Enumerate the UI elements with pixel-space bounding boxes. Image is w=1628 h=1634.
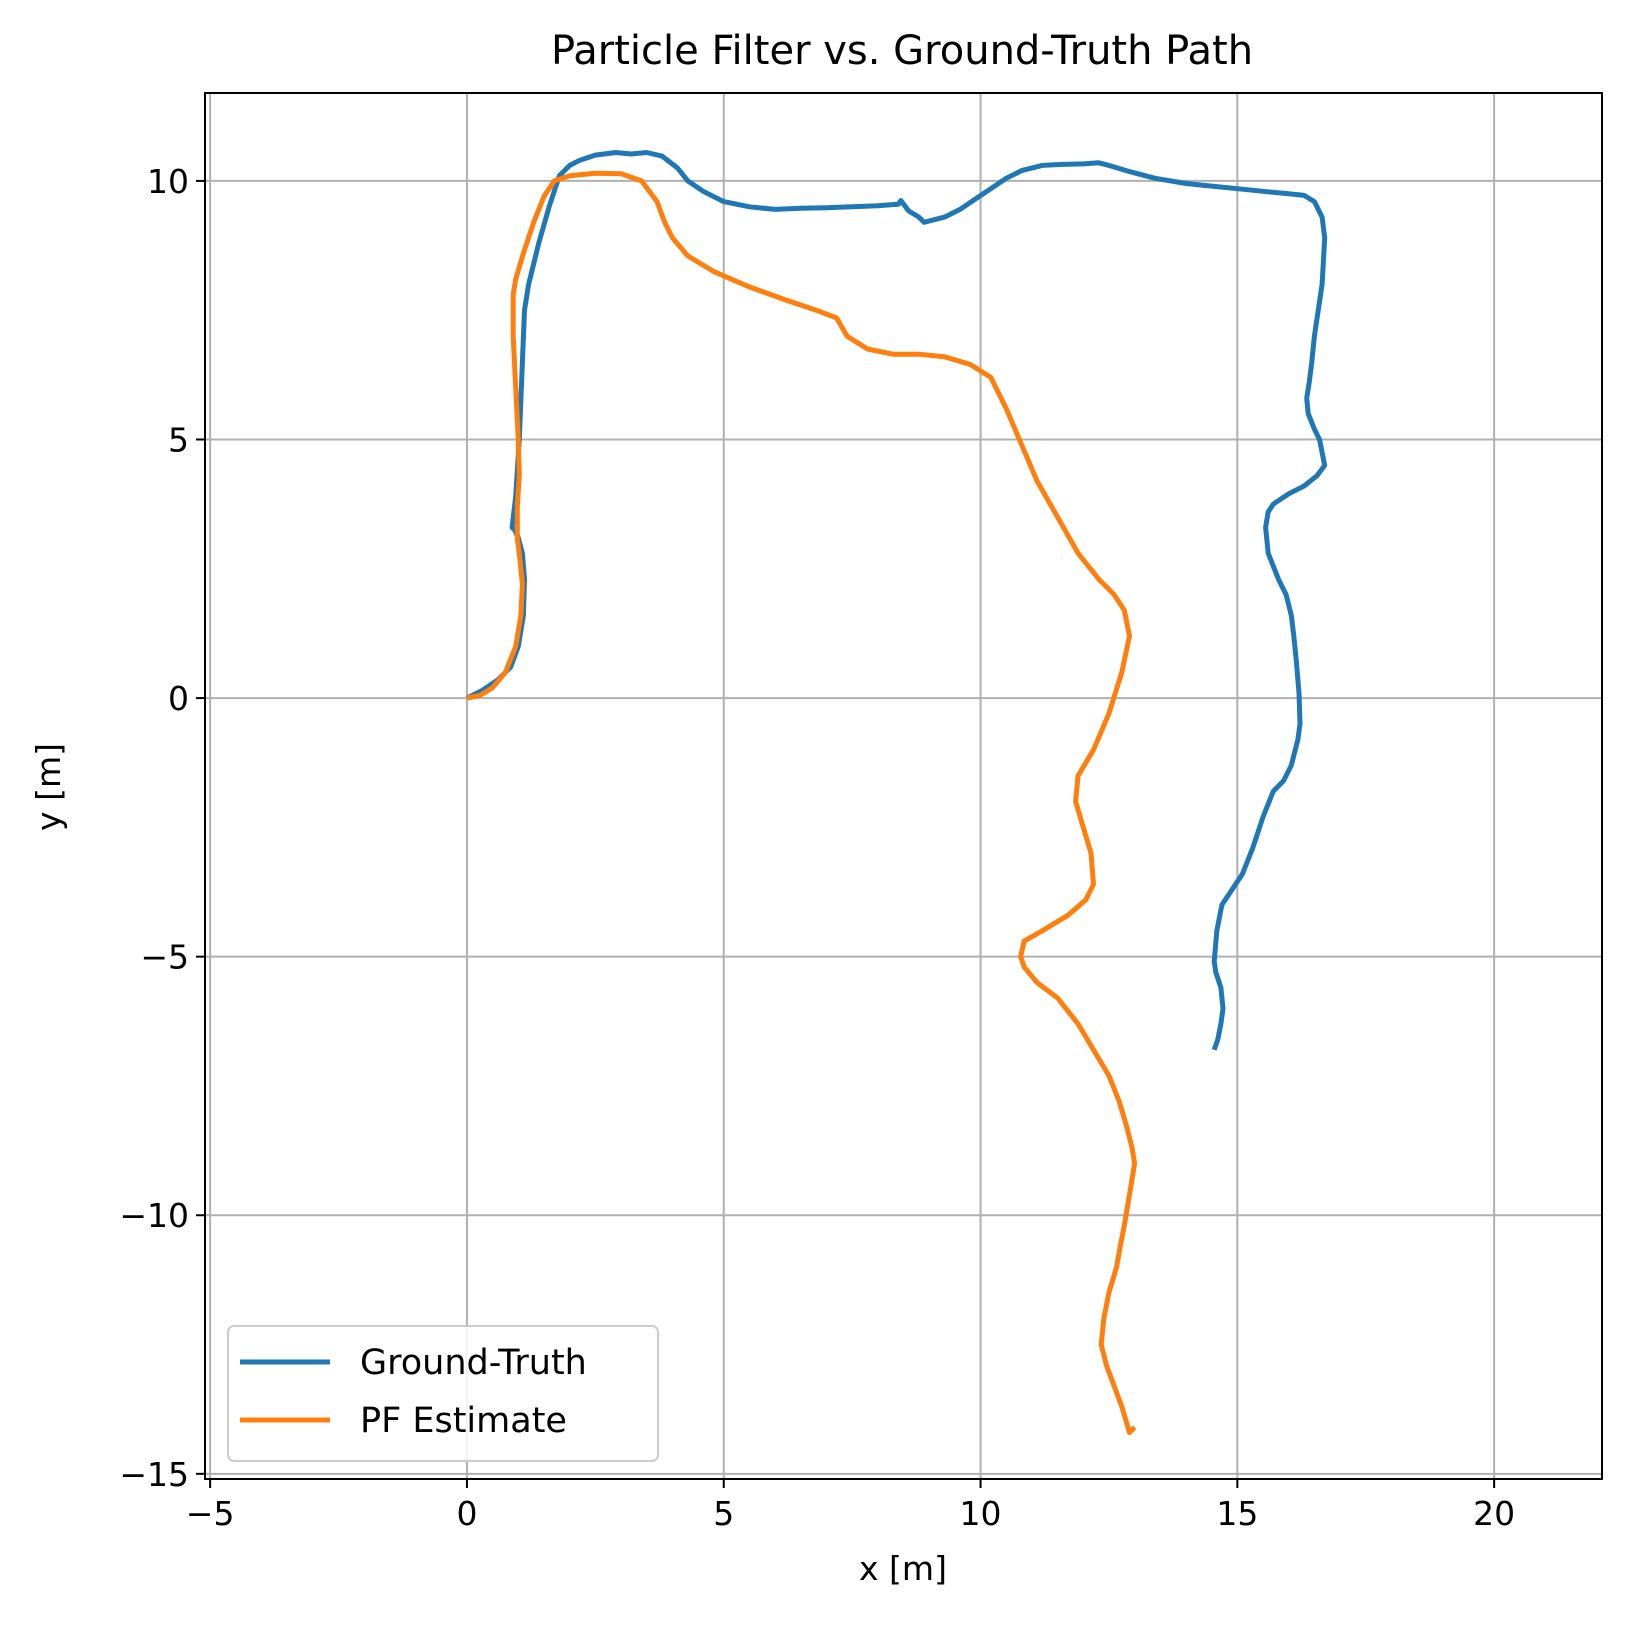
legend-label-pf-estimate: PF Estimate xyxy=(360,1401,567,1441)
y-tick-label: −5 xyxy=(140,938,189,977)
y-axis-label: y [m] xyxy=(29,743,68,831)
x-tick-label: −5 xyxy=(186,1494,235,1533)
y-tick-label: −15 xyxy=(119,1455,189,1494)
grid xyxy=(205,93,1602,1479)
chart-title: Particle Filter vs. Ground-Truth Path xyxy=(551,28,1253,74)
series-layer xyxy=(465,150,1328,1435)
series-line-pf-estimate xyxy=(466,170,1138,1435)
y-tick-label: 5 xyxy=(168,421,189,460)
x-ticks: −5 0 5 10 15 20 xyxy=(186,1479,1515,1533)
x-tick-label: 20 xyxy=(1473,1494,1515,1533)
y-tick-label: 10 xyxy=(147,162,189,201)
x-tick-label: 5 xyxy=(713,1494,734,1533)
x-tick-label: 0 xyxy=(456,1494,477,1533)
plot-frame xyxy=(204,92,1603,1480)
x-tick-label: 10 xyxy=(960,1494,1002,1533)
x-axis-label: x [m] xyxy=(859,1549,947,1588)
legend-box xyxy=(227,1325,659,1462)
y-ticks: −15 −10 −5 0 5 10 xyxy=(119,162,205,1494)
y-tick-label: −10 xyxy=(119,1196,189,1235)
legend: Ground-Truth PF Estimate xyxy=(227,1325,659,1462)
x-tick-label: 15 xyxy=(1216,1494,1258,1533)
y-tick-label: 0 xyxy=(168,679,189,718)
legend-label-ground-truth: Ground-Truth xyxy=(360,1343,587,1383)
series-line-ground-truth xyxy=(465,150,1328,1051)
